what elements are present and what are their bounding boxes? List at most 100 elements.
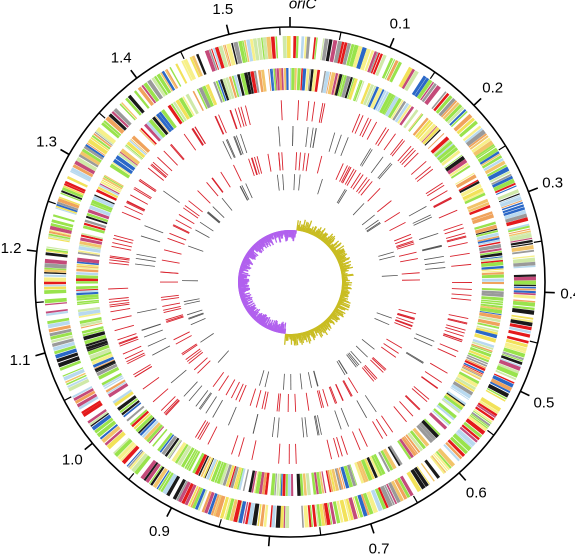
cds-gene-segment xyxy=(50,331,73,340)
cds-gene-segment xyxy=(245,502,252,525)
cds-gene-segment xyxy=(192,452,205,474)
cds-gene-segment xyxy=(87,209,110,220)
rna-gene-mark xyxy=(218,375,229,391)
rna-gene-mark xyxy=(239,186,248,201)
cds-gene-segment xyxy=(238,501,247,524)
cds-gene-segment xyxy=(282,473,286,496)
cds-gene-segment xyxy=(74,390,96,404)
cds-gene-segment xyxy=(177,481,191,503)
rna-gene-mark xyxy=(422,244,442,251)
rna-gene-mark xyxy=(173,331,190,341)
cds-gene-segment xyxy=(124,145,143,161)
cds-gene-segment xyxy=(293,36,297,59)
gc-skew-bar xyxy=(331,243,341,252)
rna-gene-mark xyxy=(255,390,262,408)
scale-minor-tick xyxy=(429,71,436,80)
rna-gene-mark xyxy=(340,137,349,156)
cds-gene-segment xyxy=(449,436,469,455)
rna-gene-mark xyxy=(352,431,361,451)
rna-gene-mark xyxy=(361,214,375,226)
rna-gene-mark xyxy=(342,380,352,397)
cds-gene-segment xyxy=(276,473,280,496)
cds-gene-segment xyxy=(381,57,394,79)
cds-gene-segment xyxy=(78,396,99,410)
rna-gene-mark xyxy=(147,337,167,347)
cds-gene-segment xyxy=(184,449,197,470)
scale-tick xyxy=(389,37,395,48)
rna-gene-mark xyxy=(377,162,391,179)
rna-gene-mark xyxy=(112,242,132,248)
cds-gene-segment xyxy=(76,285,99,290)
cds-gene-segment xyxy=(182,96,195,117)
cds-gene-segment xyxy=(257,504,262,527)
cds-gene-segment xyxy=(78,245,101,253)
rna-gene-mark xyxy=(383,133,396,151)
cds-gene-segment xyxy=(131,410,150,428)
cds-gene-segment xyxy=(198,86,212,109)
cds-gene-segment xyxy=(76,156,98,172)
cds-gene-segment xyxy=(100,180,121,193)
cds-gene-segment xyxy=(48,324,71,333)
cds-gene-segment xyxy=(236,467,244,490)
cds-gene-segment xyxy=(513,274,536,278)
cds-gene-segment xyxy=(500,358,522,367)
rna-gene-mark xyxy=(238,437,245,457)
cds-gene-segment xyxy=(207,493,218,515)
cds-gene-segment xyxy=(54,345,76,355)
rna-gene-mark xyxy=(335,163,344,181)
rna-gene-mark xyxy=(144,225,164,234)
cds-gene-segment xyxy=(477,237,500,244)
rna-gene-mark xyxy=(109,256,130,261)
cds-gene-segment xyxy=(470,345,493,354)
rna-gene-mark xyxy=(134,263,155,267)
rna-gene-mark xyxy=(127,354,146,365)
cds-gene-segment xyxy=(307,505,312,528)
rna-gene-mark xyxy=(113,234,134,241)
gc-skew-bar xyxy=(321,232,328,242)
rna-gene-mark xyxy=(433,198,452,209)
cds-gene-segment xyxy=(264,472,270,495)
gc-skew-bar xyxy=(332,245,345,254)
cds-gene-segment xyxy=(408,113,424,132)
rna-gene-mark xyxy=(278,152,281,171)
cds-gene-segment xyxy=(164,437,180,457)
rna-gene-mark xyxy=(230,381,240,399)
cds-gene-segment xyxy=(86,212,109,223)
cds-gene-segment xyxy=(367,51,378,73)
cds-gene-segment xyxy=(337,74,345,97)
cds-gene-segment xyxy=(275,505,281,528)
cds-gene-segment xyxy=(472,410,492,424)
rna-gene-mark xyxy=(143,329,163,338)
cds-gene-segment xyxy=(257,37,264,61)
rna-gene-mark xyxy=(338,359,348,374)
cds-gene-segment xyxy=(97,186,119,199)
rna-gene-mark xyxy=(425,182,443,195)
cds-gene-segment xyxy=(213,81,223,103)
cds-gene-segment xyxy=(509,326,532,334)
rna-gene-mark xyxy=(429,362,448,374)
cds-gene-segment xyxy=(83,331,106,341)
cds-gene-segment xyxy=(82,328,105,337)
rna-gene-mark xyxy=(200,333,214,343)
cds-gene-segment xyxy=(380,485,393,508)
cds-gene-segment xyxy=(213,494,222,517)
cds-gene-segment xyxy=(384,95,399,117)
rna-gene-mark xyxy=(192,127,204,146)
cds-gene-segment xyxy=(78,154,99,168)
cds-gene-segment xyxy=(481,268,504,271)
cds-gene-segment xyxy=(96,420,117,438)
cds-gene-segment xyxy=(112,389,133,404)
rna-gene-mark xyxy=(405,394,421,410)
scale-tick-label: 1.1 xyxy=(10,352,31,369)
cds-gene-segment xyxy=(144,123,161,142)
cds-gene-segment xyxy=(242,469,249,492)
rna-gene-mark xyxy=(111,245,132,251)
rna-gene-mark xyxy=(448,242,468,248)
cds-gene-segment xyxy=(215,495,226,518)
rna-gene-mark xyxy=(251,157,258,175)
cds-gene-segment xyxy=(201,491,212,513)
cds-gene-segment xyxy=(462,365,483,377)
scale-minor-tick xyxy=(98,112,106,119)
cds-gene-segment xyxy=(483,158,504,172)
rna-gene-mark xyxy=(225,379,236,396)
